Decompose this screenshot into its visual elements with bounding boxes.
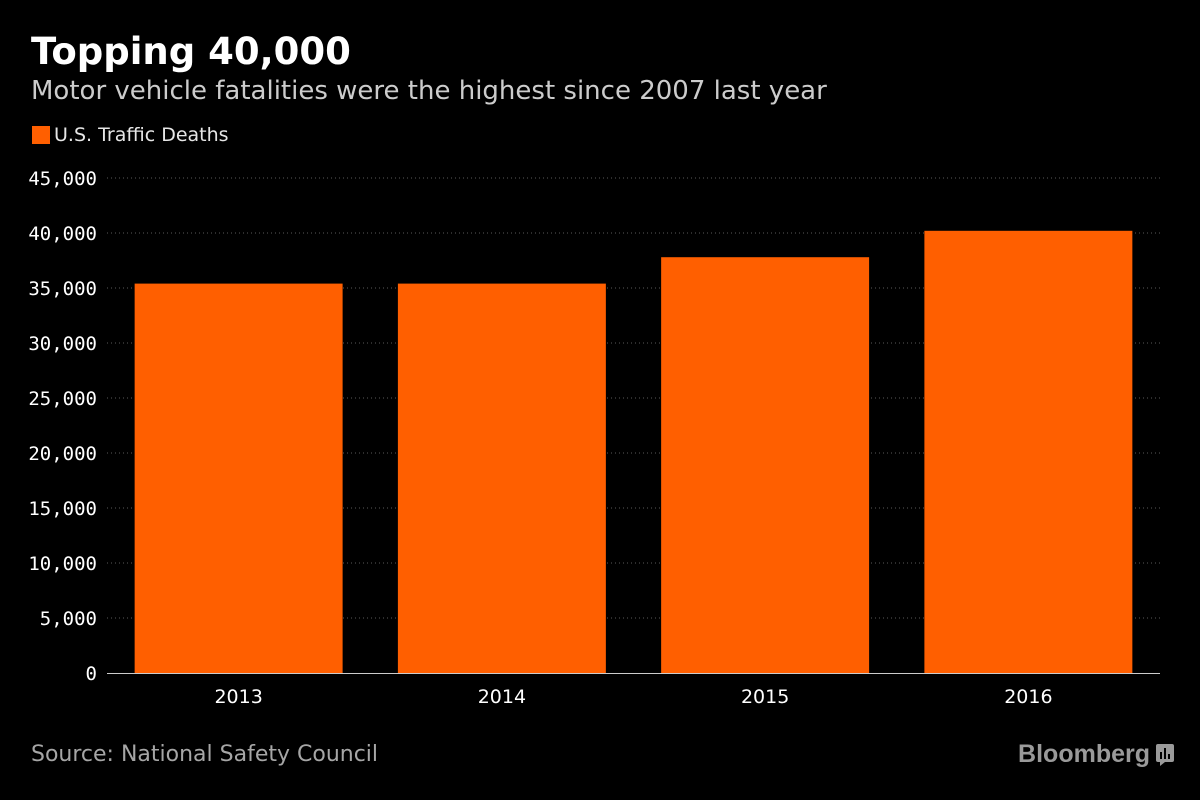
y-tick-label: 10,000 (28, 553, 97, 575)
bar (924, 230, 1133, 674)
chart-icon (1156, 743, 1174, 766)
y-tick-label: 20,000 (28, 443, 97, 465)
y-tick-label: 45,000 (28, 168, 97, 190)
x-tick-label: 2015 (741, 686, 789, 708)
y-tick-label: 35,000 (28, 278, 97, 300)
chart-subtitle: Motor vehicle fatalities were the highes… (31, 76, 827, 106)
y-tick-label: 0 (86, 663, 97, 685)
legend-swatch (32, 126, 50, 144)
legend: U.S. Traffic Deaths (32, 124, 229, 146)
bar (397, 283, 606, 673)
y-tick-label: 15,000 (28, 498, 97, 520)
source-note: Source: National Safety Council (31, 742, 379, 767)
y-tick-label: 5,000 (40, 608, 97, 630)
bar (134, 283, 343, 673)
y-tick-label: 25,000 (28, 388, 97, 410)
brand-logo: Bloomberg (1018, 740, 1174, 769)
x-tick-label: 2013 (214, 686, 262, 708)
chart-title: Topping 40,000 (31, 30, 351, 73)
brand-name: Bloomberg (1018, 740, 1150, 768)
y-tick-label: 30,000 (28, 333, 97, 355)
legend-label: U.S. Traffic Deaths (54, 124, 229, 146)
x-tick-label: 2014 (478, 686, 526, 708)
x-tick-label: 2016 (1004, 686, 1052, 708)
y-tick-label: 40,000 (28, 223, 97, 245)
bar (661, 257, 870, 673)
